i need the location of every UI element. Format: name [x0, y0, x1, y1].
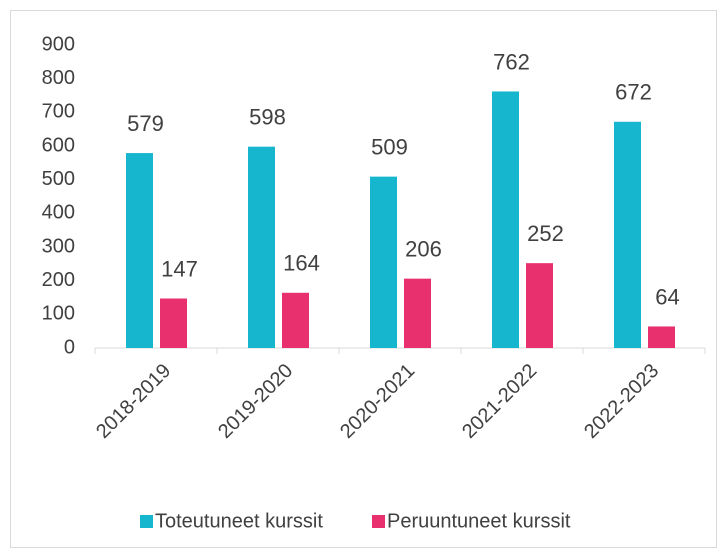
y-tick-label: 700 — [42, 101, 75, 123]
data-label: 147 — [161, 256, 198, 281]
bar — [282, 292, 309, 348]
bar — [248, 146, 275, 348]
bar — [404, 278, 431, 348]
bar — [526, 263, 553, 348]
legend-swatch — [140, 515, 153, 528]
chart-frame — [10, 10, 717, 548]
data-label: 598 — [249, 104, 286, 129]
y-tick-label: 200 — [42, 269, 75, 291]
legend-label: Toteutuneet kurssit — [155, 510, 323, 532]
bar — [648, 326, 675, 348]
y-tick-label: 400 — [42, 202, 75, 224]
bar — [370, 176, 397, 348]
legend-swatch — [372, 515, 385, 528]
y-tick-label: 600 — [42, 134, 75, 156]
data-label: 579 — [127, 111, 164, 136]
bar — [492, 91, 519, 349]
y-tick-label: 500 — [42, 168, 75, 190]
bar — [614, 121, 641, 348]
data-label: 164 — [283, 251, 320, 276]
y-tick-label: 300 — [42, 235, 75, 257]
legend-label: Peruuntuneet kurssit — [387, 510, 571, 532]
y-tick-label: 800 — [42, 67, 75, 89]
data-label: 64 — [655, 284, 679, 309]
y-tick-label: 100 — [42, 303, 75, 325]
data-label: 252 — [527, 221, 564, 246]
data-label: 672 — [615, 80, 652, 105]
y-tick-label: 900 — [42, 33, 75, 55]
y-tick-label: 0 — [64, 336, 75, 358]
data-label: 206 — [405, 236, 442, 261]
bar — [160, 298, 187, 348]
data-label: 509 — [371, 134, 408, 159]
bar — [126, 153, 153, 348]
data-label: 762 — [493, 49, 530, 74]
